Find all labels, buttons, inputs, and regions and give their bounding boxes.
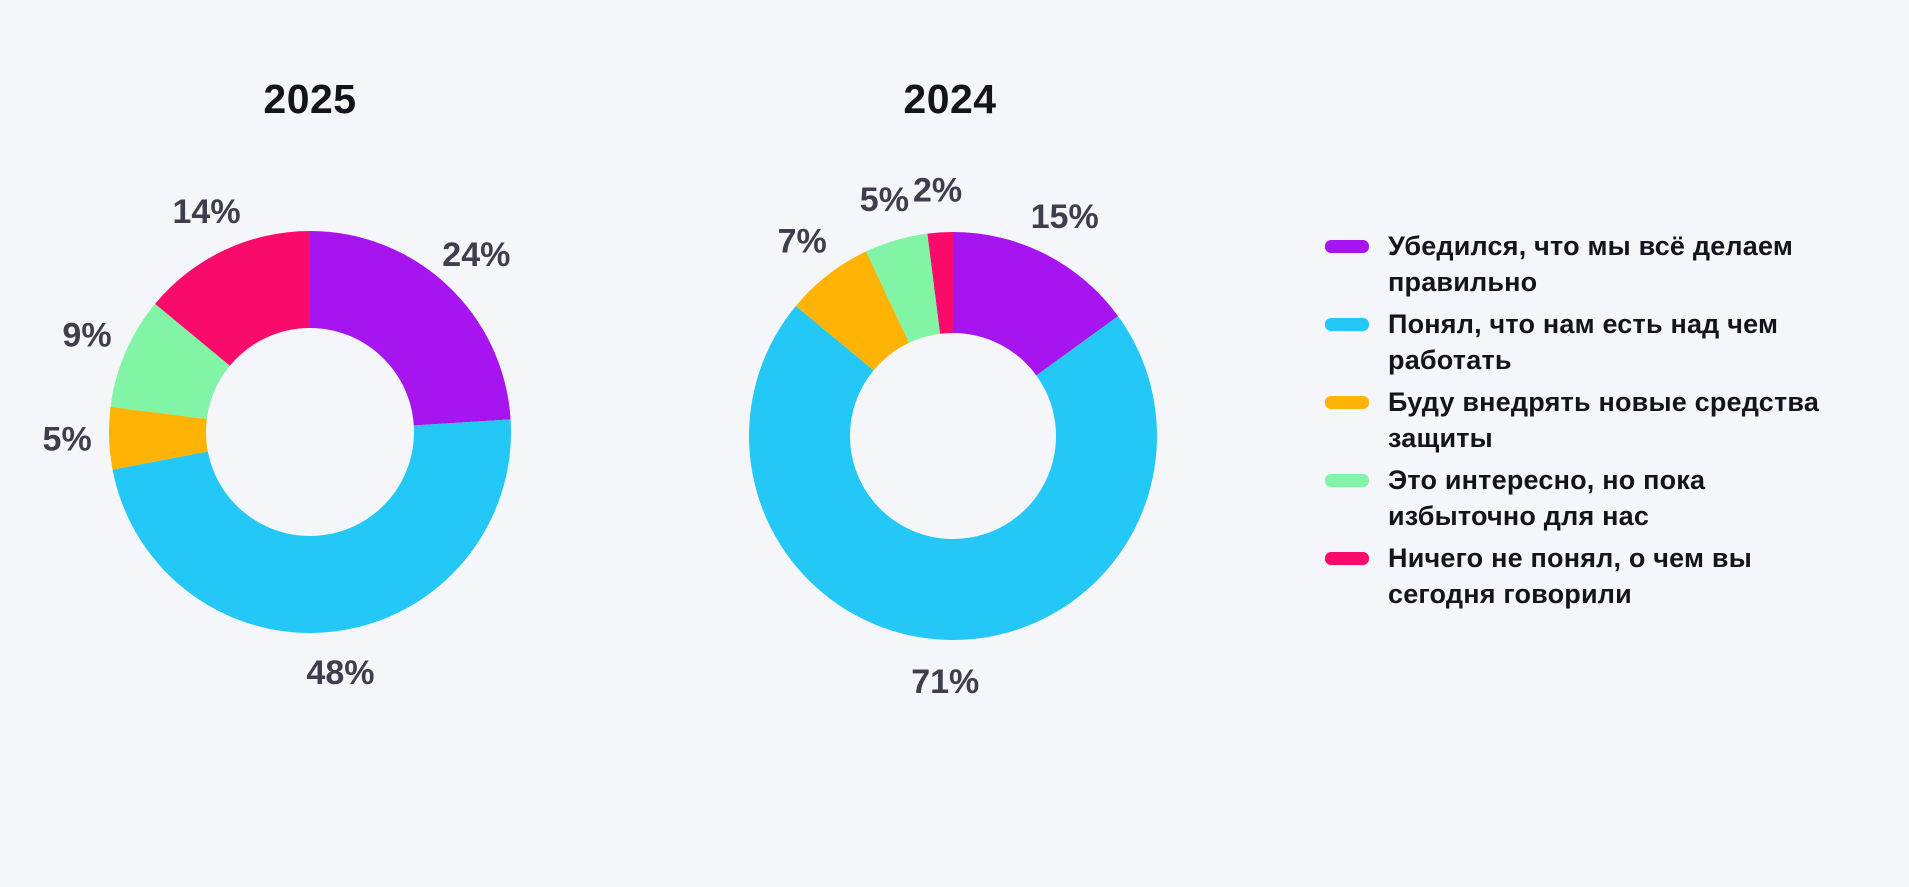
- legend-label-confirmed-doing-right: Убедился, что мы всё делаем правильно: [1388, 228, 1793, 300]
- slice-label-2025-2: 48%: [306, 654, 374, 692]
- donut-slice-2025-2: [112, 419, 511, 633]
- legend-swatch-cyan-icon: [1325, 318, 1369, 331]
- donut-slice-2025-1: [310, 231, 511, 426]
- legend-item-will-adopt-protection: Буду внедрять новые средства защиты: [1325, 384, 1885, 456]
- donut-slice-2024-1: [953, 232, 1119, 376]
- legend-label-line: Понял, что нам есть над чем: [1388, 309, 1779, 339]
- donut-slice-2024-4: [866, 233, 941, 343]
- slice-label-2024-4: 5%: [860, 181, 909, 219]
- legend-item-interesting-but-excessive: Это интересно, но пока избыточно для нас: [1325, 462, 1885, 534]
- legend-swatch-orange-icon: [1325, 396, 1369, 409]
- legend-swatch-green-icon: [1325, 474, 1369, 487]
- legend-item-confirmed-doing-right: Убедился, что мы всё делаем правильно: [1325, 228, 1885, 300]
- legend-label-realized-need-work: Понял, что нам есть над чем работать: [1388, 306, 1778, 378]
- donut-slice-2024-2: [749, 305, 1158, 641]
- slice-label-2024-3: 7%: [778, 223, 827, 261]
- donut-slice-2025-3: [108, 406, 208, 470]
- donut-slice-2024-5: [927, 232, 953, 334]
- legend-label-line: избыточно для нас: [1388, 501, 1650, 531]
- legend-label-line: правильно: [1388, 267, 1538, 297]
- legend-item-realized-need-work: Понял, что нам есть над чем работать: [1325, 306, 1885, 378]
- legend-label-interesting-but-excessive: Это интересно, но пока избыточно для нас: [1388, 462, 1705, 534]
- legend-label-line: работать: [1388, 345, 1512, 375]
- donut-chart-2025: 24% 48% 5% 9% 14%: [43, 193, 511, 692]
- slice-label-2025-5: 14%: [173, 193, 241, 231]
- slice-label-2025-1: 24%: [442, 236, 510, 274]
- legend-label-line: Буду внедрять новые средства: [1388, 387, 1820, 417]
- legend-item-understood-nothing: Ничего не понял, о чем вы сегодня говори…: [1325, 540, 1885, 612]
- donut-slice-2025-5: [155, 231, 310, 366]
- legend-swatch-purple-icon: [1325, 240, 1369, 253]
- chart-title-2024: 2024: [903, 76, 997, 122]
- donut-slice-2025-4: [110, 303, 230, 419]
- donut-slice-2024-3: [795, 251, 910, 371]
- slice-label-2024-2: 71%: [911, 663, 979, 701]
- legend-label-line: Это интересно, но пока: [1388, 465, 1706, 495]
- donut-chart-2024: 15% 71% 7% 5% 2%: [749, 171, 1158, 701]
- chart-title-2025: 2025: [263, 76, 357, 122]
- legend-label-line: сегодня говорили: [1388, 579, 1632, 609]
- legend-label-line: защиты: [1388, 423, 1493, 453]
- slice-label-2024-5: 2%: [913, 171, 962, 209]
- legend-label-understood-nothing: Ничего не понял, о чем вы сегодня говори…: [1388, 540, 1752, 612]
- legend-label-line: Ничего не понял, о чем вы: [1388, 543, 1752, 573]
- slice-label-2024-1: 15%: [1031, 198, 1099, 236]
- legend-label-will-adopt-protection: Буду внедрять новые средства защиты: [1388, 384, 1819, 456]
- slice-label-2025-3: 5%: [43, 421, 92, 459]
- legend: Убедился, что мы всё делаем правильно По…: [1325, 228, 1885, 612]
- legend-label-line: Убедился, что мы всё делаем: [1388, 231, 1794, 261]
- legend-swatch-pink-icon: [1325, 552, 1369, 565]
- slice-label-2025-4: 9%: [62, 316, 111, 354]
